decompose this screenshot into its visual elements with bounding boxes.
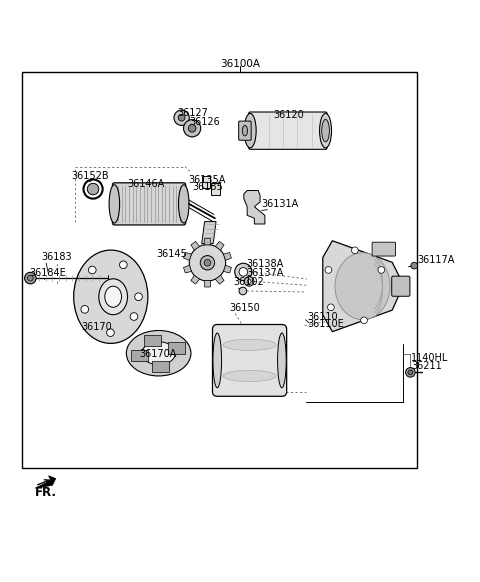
Circle shape — [351, 247, 358, 254]
Text: 36135A: 36135A — [189, 175, 226, 184]
FancyBboxPatch shape — [213, 325, 287, 396]
Ellipse shape — [223, 339, 276, 350]
Text: 36170: 36170 — [81, 322, 112, 332]
Text: 36184E: 36184E — [29, 268, 66, 278]
Polygon shape — [35, 475, 56, 488]
Circle shape — [174, 110, 189, 125]
Text: 36110: 36110 — [307, 312, 337, 322]
Polygon shape — [183, 265, 192, 273]
Circle shape — [135, 293, 143, 300]
Circle shape — [178, 115, 185, 121]
Text: 36150: 36150 — [229, 303, 260, 313]
Circle shape — [239, 268, 248, 276]
Polygon shape — [202, 222, 216, 244]
Polygon shape — [244, 190, 265, 224]
Polygon shape — [323, 241, 402, 332]
Ellipse shape — [213, 333, 222, 388]
Polygon shape — [22, 72, 417, 468]
Circle shape — [235, 263, 252, 281]
Text: FR.: FR. — [35, 485, 57, 499]
Text: 36120: 36120 — [274, 109, 304, 120]
Circle shape — [130, 313, 138, 320]
Polygon shape — [211, 183, 220, 196]
FancyBboxPatch shape — [392, 276, 410, 296]
Ellipse shape — [223, 370, 276, 382]
FancyArrowPatch shape — [38, 480, 49, 485]
Polygon shape — [216, 242, 224, 250]
FancyBboxPatch shape — [239, 121, 251, 140]
Ellipse shape — [335, 253, 390, 320]
Circle shape — [24, 272, 36, 284]
Text: 36152B: 36152B — [72, 171, 109, 181]
Circle shape — [239, 287, 247, 295]
Text: 36100A: 36100A — [220, 59, 260, 69]
Polygon shape — [204, 239, 211, 245]
Text: 36211: 36211 — [411, 361, 442, 371]
FancyBboxPatch shape — [112, 183, 186, 225]
Ellipse shape — [109, 184, 120, 223]
Text: 36131A: 36131A — [262, 198, 299, 209]
Polygon shape — [224, 265, 231, 273]
Polygon shape — [144, 335, 161, 346]
Text: 36146A: 36146A — [128, 179, 165, 189]
Text: 36170A: 36170A — [140, 349, 177, 360]
Text: 36145: 36145 — [156, 249, 187, 259]
Text: 36127: 36127 — [178, 108, 209, 118]
Circle shape — [188, 125, 196, 132]
Polygon shape — [191, 242, 200, 250]
Ellipse shape — [142, 342, 175, 365]
Ellipse shape — [99, 279, 128, 315]
Circle shape — [87, 183, 99, 195]
Ellipse shape — [320, 113, 332, 148]
Ellipse shape — [244, 113, 256, 148]
Circle shape — [120, 261, 127, 268]
Polygon shape — [202, 176, 210, 188]
Circle shape — [27, 275, 33, 281]
Circle shape — [325, 267, 332, 274]
Polygon shape — [152, 361, 169, 372]
Text: 36110E: 36110E — [307, 320, 344, 329]
Text: 36117A: 36117A — [417, 255, 455, 265]
FancyBboxPatch shape — [372, 242, 396, 256]
Circle shape — [189, 244, 226, 281]
Text: 36183: 36183 — [41, 252, 72, 262]
Polygon shape — [191, 275, 200, 284]
Ellipse shape — [277, 333, 286, 388]
Circle shape — [378, 267, 384, 274]
Ellipse shape — [74, 250, 148, 343]
Polygon shape — [216, 275, 224, 284]
Circle shape — [406, 368, 415, 377]
Circle shape — [200, 255, 215, 270]
Circle shape — [183, 120, 201, 137]
Circle shape — [244, 276, 254, 286]
Ellipse shape — [242, 125, 248, 136]
Circle shape — [411, 262, 418, 269]
Ellipse shape — [322, 119, 329, 142]
Ellipse shape — [179, 184, 189, 223]
FancyBboxPatch shape — [249, 112, 327, 150]
Circle shape — [360, 317, 367, 324]
Ellipse shape — [126, 331, 191, 376]
Circle shape — [204, 260, 211, 266]
Text: 36137A: 36137A — [246, 268, 284, 278]
Text: 36138A: 36138A — [246, 260, 284, 269]
Circle shape — [107, 329, 114, 336]
Text: 1140HL: 1140HL — [411, 353, 449, 363]
Polygon shape — [131, 350, 148, 361]
Circle shape — [81, 306, 89, 313]
Circle shape — [327, 304, 334, 311]
Circle shape — [247, 279, 251, 283]
Text: 36126: 36126 — [190, 117, 220, 127]
Circle shape — [408, 370, 413, 375]
Polygon shape — [204, 281, 211, 287]
Polygon shape — [168, 342, 185, 354]
Text: 36185: 36185 — [192, 182, 223, 193]
Polygon shape — [224, 253, 231, 260]
Polygon shape — [183, 253, 192, 260]
Ellipse shape — [105, 286, 121, 307]
Text: 36102: 36102 — [234, 277, 264, 287]
Circle shape — [88, 266, 96, 274]
